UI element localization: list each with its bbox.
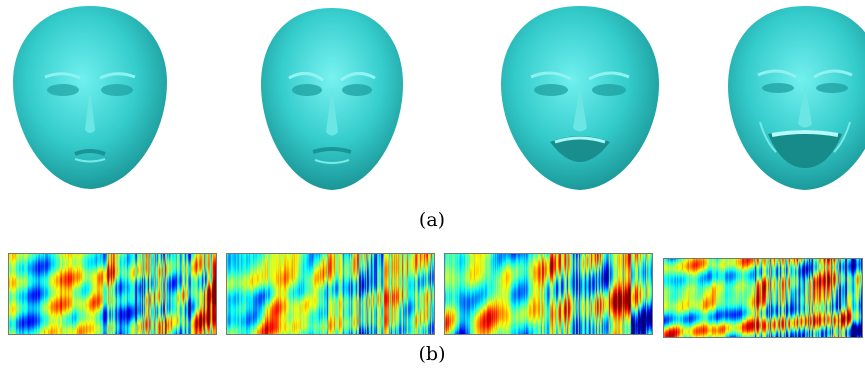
face-neutral-image <box>5 2 175 192</box>
heatmap-4-canvas <box>664 259 862 337</box>
heatmap-1-canvas <box>9 254 216 334</box>
face-smile-image <box>495 2 665 192</box>
face-broad-smile-image <box>720 2 865 192</box>
heatmap-3 <box>444 253 653 335</box>
face-slight-image <box>247 2 417 192</box>
caption-a: (a) <box>418 209 446 231</box>
heatmap-3-canvas <box>445 254 652 334</box>
heatmap-2 <box>226 253 435 335</box>
heatmap-2-canvas <box>227 254 434 334</box>
face-broad-smile-render <box>728 6 865 190</box>
heatmap-1 <box>8 253 217 335</box>
heatmap-4 <box>663 258 863 338</box>
face-smile-render <box>501 6 659 190</box>
face-neutral-render <box>13 6 167 189</box>
face-slight-render <box>261 8 403 190</box>
caption-b: (b) <box>418 343 446 365</box>
